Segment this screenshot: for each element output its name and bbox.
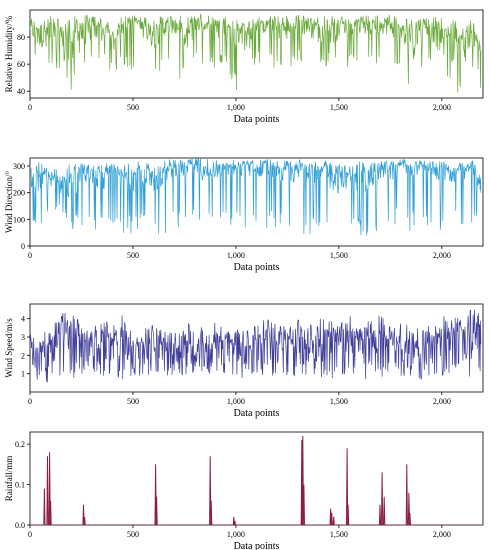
ws-x-tick-label: 2,000 bbox=[433, 397, 451, 406]
ws-plot-frame bbox=[29, 303, 484, 393]
wd-x-tick-label: 1,000 bbox=[227, 251, 245, 260]
ws-x-tick-label: 500 bbox=[127, 397, 139, 406]
ws-y-tick-label: 4 bbox=[21, 315, 25, 324]
ws-y-tick-label: 3 bbox=[21, 333, 25, 342]
rain-y-tick-label: 0.1 bbox=[15, 481, 25, 490]
wind-speed-panel: 0 500 1,000 1,500 2,000 1 2 3 4 Data points Wind S… bbox=[4, 303, 484, 419]
rh-y-tick-label: 60 bbox=[17, 60, 25, 69]
wd-y-tick-label: 0 bbox=[21, 242, 25, 251]
wd-y-tick-label: 300 bbox=[13, 162, 25, 171]
rain-y-axis-label: Rainfall/mm bbox=[4, 456, 14, 502]
rh-y-axis-label: Relative Humidity/% bbox=[4, 15, 14, 92]
rh-x-axis-label: Data points bbox=[234, 114, 280, 125]
rh-x-tick-label: 2,000 bbox=[433, 103, 451, 112]
ws-x-axis-label: Data points bbox=[234, 408, 280, 419]
rh-series-line bbox=[30, 13, 482, 93]
rh-x-tick-label: 1,500 bbox=[330, 103, 348, 112]
rain-x-tick-label: 2,000 bbox=[433, 530, 451, 539]
ws-y-tick-label: 2 bbox=[21, 351, 25, 360]
rh-y-tick-label: 40 bbox=[17, 87, 25, 96]
ws-x-tick-label: 1,000 bbox=[227, 397, 245, 406]
ws-x-tick-label: 1,500 bbox=[330, 397, 348, 406]
ws-y-axis-label: Wind Speed/m/s bbox=[4, 318, 14, 378]
rain-x-tick-label: 1,000 bbox=[227, 530, 245, 539]
wd-x-tick-label: 500 bbox=[127, 251, 139, 260]
rh-plot-frame bbox=[29, 9, 484, 99]
ws-x-tick-label: 0 bbox=[28, 397, 32, 406]
rain-x-tick-label: 500 bbox=[127, 530, 139, 539]
rh-y-tick-label: 80 bbox=[17, 33, 25, 42]
wd-y-tick-label: 200 bbox=[13, 189, 25, 198]
rh-x-tick-label: 500 bbox=[127, 103, 139, 112]
rain-x-axis-label: Data points bbox=[234, 541, 280, 550]
rain-series-line bbox=[30, 435, 483, 525]
wind-direction-panel: 0 500 1,000 1,500 2,000 0 100 200 300 Data points… bbox=[4, 157, 484, 273]
wd-x-tick-label: 1,500 bbox=[330, 251, 348, 260]
ws-y-tick-label: 1 bbox=[21, 370, 25, 379]
wd-y-tick-label: 100 bbox=[13, 215, 25, 224]
rain-y-tick-label: 0.2 bbox=[15, 440, 25, 449]
wd-x-axis-label: Data points bbox=[234, 262, 280, 273]
wd-y-axis-label: Wind Direction/° bbox=[4, 171, 14, 233]
ws-series-line bbox=[30, 309, 482, 383]
wd-x-tick-label: 2,000 bbox=[433, 251, 451, 260]
wd-plot-frame bbox=[29, 157, 484, 247]
rain-x-tick-label: 0 bbox=[28, 530, 32, 539]
rain-y-tick-label: 0.0 bbox=[15, 521, 25, 530]
rh-x-tick-label: 1,000 bbox=[227, 103, 245, 112]
wd-x-tick-label: 0 bbox=[28, 251, 32, 260]
rain-plot-frame bbox=[29, 431, 484, 526]
rainfall-panel: 0 500 1,000 1,500 2,000 0.0 0.1 0.2 Data points R… bbox=[4, 431, 484, 550]
rh-x-tick-label: 0 bbox=[28, 103, 32, 112]
wd-series-line bbox=[30, 158, 482, 236]
rain-x-tick-label: 1,500 bbox=[330, 530, 348, 539]
relative-humidity-panel: 0 500 1,000 1,500 2,000 40 60 80 Data points Rela… bbox=[4, 9, 484, 125]
